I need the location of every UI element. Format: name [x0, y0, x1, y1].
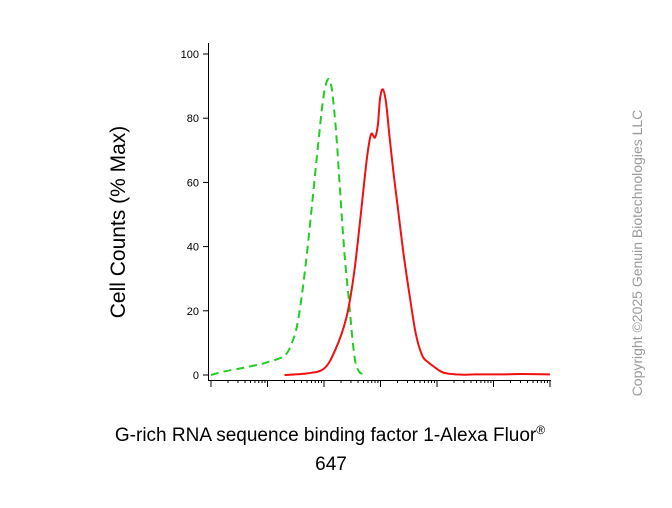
y-tick-label: 20: [187, 306, 199, 318]
y-ticks: 0 20 40 60 80 100: [181, 49, 208, 382]
isotype-control-series: [210, 77, 366, 376]
y-tick-label: 80: [187, 113, 199, 125]
x-axis-title: G-rich RNA sequence binding factor 1-Ale…: [115, 423, 545, 446]
y-axis-title: Cell Counts (% Max): [107, 126, 130, 319]
y-tick-label: 40: [187, 242, 199, 254]
copyright-watermark: Copyright ©2025 Genuin Biotechnologies L…: [629, 110, 645, 397]
y-tick-label: 0: [193, 370, 199, 382]
x-axis-title-superscript: ®: [536, 423, 545, 437]
x-axis-title-main: G-rich RNA sequence binding factor 1-Ale…: [115, 425, 537, 446]
x-axis-title-line2: 647: [315, 454, 347, 475]
y-tick-label: 100: [181, 49, 199, 61]
sample-series: [284, 88, 551, 376]
x-ticks: [210, 380, 551, 387]
y-tick-label: 60: [187, 177, 199, 189]
plot-area: [210, 77, 551, 376]
